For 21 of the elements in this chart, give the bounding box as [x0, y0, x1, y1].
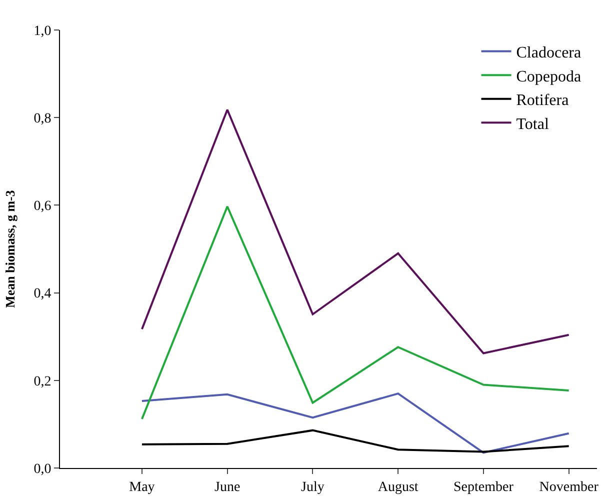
y-tick-label: 0,8	[34, 112, 52, 126]
legend-label: Total	[516, 116, 550, 133]
x-tick-label: September	[454, 480, 514, 495]
line-series	[140, 429, 570, 453]
y-tick-label: 0,6	[34, 199, 52, 214]
y-tick-label: 1,0	[34, 24, 52, 39]
y-tick-label: 0,2	[34, 374, 52, 390]
y-tick-label: 0,4	[34, 286, 52, 302]
legend-label: Cladocera	[516, 44, 582, 62]
line-series	[140, 108, 570, 354]
line-series	[140, 392, 570, 454]
x-tick-label: June	[214, 480, 240, 495]
x-tick-label: July	[301, 480, 324, 495]
x-tick-label: August	[378, 480, 418, 495]
y-tick-label: 0,0	[34, 462, 52, 477]
y-axis-title: Mean biomass, g m-3	[2, 190, 18, 308]
legend-label: Copepoda	[516, 68, 582, 86]
x-tick-label: November	[539, 480, 599, 495]
line-series	[140, 206, 570, 420]
legend-label: Rotifera	[516, 92, 569, 110]
x-tick-label: May	[129, 480, 155, 495]
